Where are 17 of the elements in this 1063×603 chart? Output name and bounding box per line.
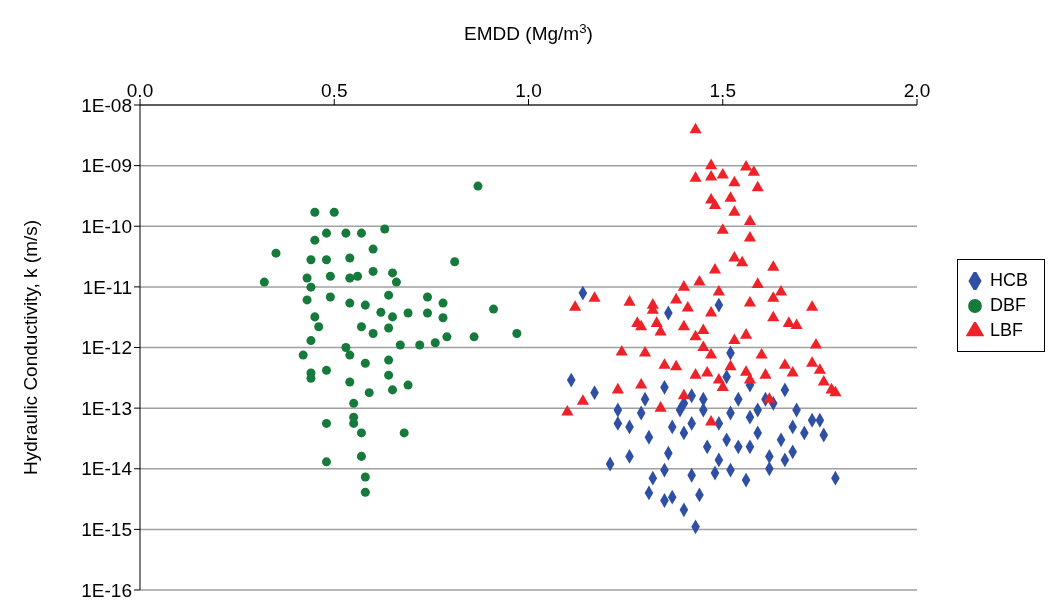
y-tick-label: 1E-11 bbox=[82, 276, 132, 298]
x-tick-label: 2.0 bbox=[903, 80, 931, 101]
legend-label: LBF bbox=[990, 320, 1024, 341]
y-tick-label: 1E-10 bbox=[81, 215, 132, 237]
y-tick-label: 1E-15 bbox=[81, 519, 132, 541]
x-axis-title: EMDD (Mg/m$^{3}$) bbox=[464, 20, 593, 44]
x-tick-label: 1.0 bbox=[515, 80, 542, 101]
legend-label: HCB bbox=[990, 270, 1029, 291]
y-tick-label: 1E-16 bbox=[81, 579, 132, 601]
x-tick-label: 0.5 bbox=[321, 80, 348, 101]
legend-label: DBF bbox=[990, 295, 1026, 316]
y-tick-label: 1E-13 bbox=[81, 397, 132, 419]
x-tick-label: 1.5 bbox=[709, 80, 736, 101]
y-tick-label: 1E-09 bbox=[81, 155, 132, 177]
y-tick-label: 1E-14 bbox=[81, 458, 133, 480]
y-axis-title: Hydraulic Conductivity, k (m/s) bbox=[20, 219, 42, 476]
y-tick-label: 1E-12 bbox=[81, 337, 132, 359]
